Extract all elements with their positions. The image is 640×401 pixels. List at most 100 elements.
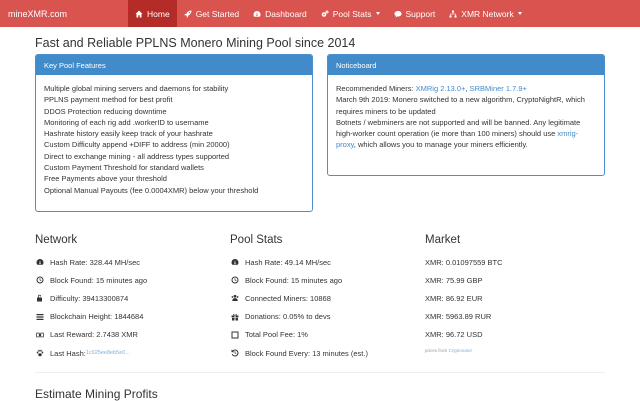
nav-get-started[interactable]: Get Started	[177, 0, 246, 27]
network-difficulty: Difficulty: 39413300874	[35, 289, 147, 307]
miner-separator: ,	[465, 84, 470, 93]
brand-link[interactable]: mineXMR.com	[8, 8, 68, 19]
network-blockchain-height: Blockchain Height: 1844684	[35, 308, 147, 326]
pool-fee-text: Total Pool Fee: 1%	[245, 330, 308, 340]
cogs-icon	[321, 10, 329, 18]
top-navbar: mineXMR.com Home Get Started Dashboard P…	[0, 0, 640, 27]
nav-pool-stats[interactable]: Pool Stats	[314, 0, 387, 27]
market-price-rur: XMR: 5963.89 RUR	[425, 312, 492, 322]
market-price-btc: XMR: 0.01097559 BTC	[425, 257, 503, 267]
pool-stats-title: Pool Stats	[230, 234, 283, 246]
comments-icon	[394, 10, 402, 18]
dashboard-icon	[230, 258, 239, 267]
xmrig-link[interactable]: XMRig 2.13.0+	[415, 84, 466, 93]
features-panel: Key Pool Features Multiple global mining…	[35, 54, 313, 212]
network-last-reward-text: Last Reward: 2.7438 XMR	[50, 330, 138, 340]
market-price-gbp: XMR: 75.99 GBP	[425, 275, 483, 285]
estimate-profits-title: Estimate Mining Profits	[35, 387, 158, 401]
nav-home[interactable]: Home	[128, 0, 177, 27]
network-section: Network Hash Rate: 328.44 MH/sec Block F…	[35, 234, 147, 362]
clock-icon	[35, 276, 44, 285]
list-item: PPLNS payment method for best profit	[44, 95, 173, 105]
percent-icon	[230, 330, 239, 339]
pool-hash-rate: Hash Rate: 49.14 MH/sec	[230, 253, 368, 271]
bars-icon	[35, 312, 44, 321]
pool-connected-miners-text: Connected Miners: 10868	[245, 293, 331, 303]
pool-stats-section: Pool Stats Hash Rate: 49.14 MH/sec Block…	[230, 234, 368, 362]
pool-block-found: Block Found: 15 minutes ago	[230, 271, 368, 289]
rocket-icon	[183, 10, 192, 18]
prices-source-label: prices from	[425, 347, 449, 353]
list-item: Monitoring of each rig add .workerID to …	[44, 117, 209, 127]
network-block-found: Block Found: 15 minutes ago	[35, 271, 147, 289]
chevron-down-icon	[375, 12, 380, 15]
nav-dashboard[interactable]: Dashboard	[246, 0, 314, 27]
list-item: Custom Difficulty append +DIFF to addres…	[44, 140, 230, 150]
list-item: Free Payments above your threshold	[44, 174, 167, 184]
notice-botnets-text: Botnets / webminers are not supported an…	[336, 117, 581, 139]
noticeboard-body: Recommended Miners: XMRig 2.13.0+, SRBMi…	[328, 75, 604, 157]
nav-dashboard-label: Dashboard	[265, 8, 307, 19]
network-blockchain-height-text: Blockchain Height: 1844684	[50, 312, 144, 322]
network-last-hash: Last Hash: 1c925ee8eb5e0...	[35, 344, 147, 362]
network-hash-rate-text: Hash Rate: 328.44 MH/sec	[50, 257, 141, 267]
list-item: Custom Payment Threshold for standard wa…	[44, 163, 204, 173]
users-icon	[230, 294, 239, 303]
network-title: Network	[35, 234, 78, 246]
nav-xmr-network-label: XMR Network	[461, 8, 514, 19]
list-item: Multiple global mining servers and daemo…	[44, 84, 229, 93]
market-price-usd: XMR: 96.72 USD	[425, 330, 483, 340]
notice-algorithm: March 9th 2019: Monero switched to a new…	[336, 95, 585, 116]
list-item: Optional Manual Payouts (fee 0.0004XMR) …	[44, 185, 259, 195]
market-title: Market	[425, 234, 461, 246]
notice-botnets: Botnets / webminers are not supported an…	[336, 117, 596, 151]
nav-support[interactable]: Support	[387, 0, 443, 27]
prices-source: prices from Cryptonator	[425, 348, 503, 353]
unlock-icon	[35, 294, 44, 303]
network-difficulty-text: Difficulty: 39413300874	[50, 293, 129, 303]
recommended-miners: Recommended Miners: XMRig 2.13.0+, SRBMi…	[336, 83, 596, 94]
network-block-found-text: Block Found: 15 minutes ago	[50, 275, 148, 285]
nav-get-started-label: Get Started	[195, 8, 240, 19]
market-section: Market XMR: 0.01097559 BTC XMR: 75.99 GB…	[425, 234, 503, 353]
dashboard-icon	[253, 10, 261, 18]
pool-hash-rate-text: Hash Rate: 49.14 MH/sec	[245, 257, 331, 267]
network-hash-rate: Hash Rate: 328.44 MH/sec	[35, 253, 147, 271]
dashboard-icon	[35, 258, 44, 267]
pool-fee: Total Pool Fee: 1%	[230, 326, 368, 344]
pool-block-found-text: Block Found: 15 minutes ago	[245, 275, 343, 285]
gift-icon	[230, 312, 239, 321]
sitemap-icon	[449, 10, 457, 18]
srbminer-link[interactable]: SRBMiner 1.7.9+	[469, 84, 527, 93]
section-divider	[35, 372, 605, 373]
network-last-hash-label: Last Hash:	[50, 348, 86, 358]
home-icon	[135, 10, 143, 18]
noticeboard-title: Noticeboard	[328, 55, 604, 75]
list-item: Direct to exchange mining - all address …	[44, 151, 230, 161]
money-icon	[35, 330, 44, 339]
paw-icon	[35, 349, 44, 358]
noticeboard-panel: Noticeboard Recommended Miners: XMRig 2.…	[327, 54, 605, 176]
features-panel-title: Key Pool Features	[36, 55, 312, 75]
notice-botnets-suffix: , which allows you to manage your miners…	[353, 140, 528, 150]
nav-home-label: Home	[147, 8, 170, 19]
page-title: Fast and Reliable PPLNS Monero Mining Po…	[35, 36, 356, 50]
features-list: Multiple global mining servers and daemo…	[36, 75, 312, 202]
last-hash-link[interactable]: 1c925ee8eb5e0...	[85, 350, 130, 357]
network-last-reward: Last Reward: 2.7438 XMR	[35, 326, 147, 344]
pool-block-found-every: Block Found Every: 13 minutes (est.)	[230, 344, 368, 362]
nav-support-label: Support	[405, 8, 436, 19]
nav-xmr-network[interactable]: XMR Network	[442, 0, 528, 27]
clock-icon	[230, 276, 239, 285]
chevron-down-icon	[517, 12, 522, 15]
recommended-miners-label: Recommended Miners:	[336, 84, 416, 93]
pool-donations-text: Donations: 0.05% to devs	[245, 312, 331, 322]
nav-pool-stats-label: Pool Stats	[332, 8, 372, 19]
cryptonator-link[interactable]: Cryptonator	[448, 347, 473, 353]
market-price-eur: XMR: 86.92 EUR	[425, 293, 483, 303]
list-item: DDOS Protection reducing downtime	[44, 106, 167, 116]
pool-connected-miners: Connected Miners: 10868	[230, 289, 368, 307]
history-icon	[230, 349, 239, 358]
xmrig-proxy-link[interactable]: xmrig-proxy	[336, 129, 579, 150]
list-item: Hashrate history easily keep track of yo…	[44, 129, 213, 139]
